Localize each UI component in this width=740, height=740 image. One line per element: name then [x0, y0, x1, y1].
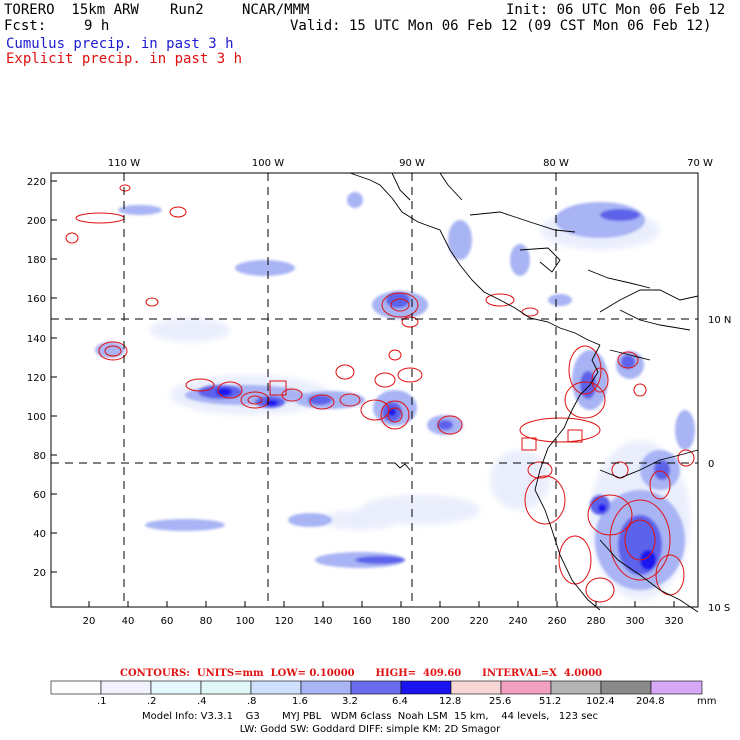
- x-tick-label: 100: [235, 616, 254, 627]
- y-tick-label: 220: [27, 177, 46, 188]
- x-tick-label: 140: [313, 616, 332, 627]
- x-tick-label: 300: [625, 616, 644, 627]
- lon-label-110w: 110 W: [108, 158, 140, 169]
- legend-label: 51.2: [539, 696, 562, 707]
- lat-label-10s: 10 S: [708, 603, 730, 614]
- legend-label: 6.4: [392, 696, 408, 707]
- x-tick-label: 320: [664, 616, 683, 627]
- y-tick-label: 80: [33, 451, 46, 462]
- explicit-precip-contours: [65, 184, 695, 603]
- x-tick-label: 200: [430, 616, 449, 627]
- legend-swatch: [200, 680, 252, 695]
- legend-swatch: [350, 680, 402, 695]
- forecast-hour: 9 h: [84, 18, 110, 34]
- model-info-line: Model Info: V3.3.1 G3 MYJ PBL WDM 6class…: [141, 711, 599, 722]
- legend-label: .8: [247, 696, 257, 707]
- x-tick-label: 20: [83, 616, 96, 627]
- legend-swatch: [150, 680, 202, 695]
- lon-label-70w: 70 W: [687, 158, 713, 169]
- lon-label-80w: 80 W: [543, 158, 569, 169]
- y-tick-label: 140: [27, 334, 46, 345]
- lat-label-10n: 10 N: [708, 315, 731, 326]
- forecast-label: Fcst:: [4, 18, 47, 34]
- legend-swatch: [450, 680, 502, 695]
- legend-swatch: [550, 680, 602, 695]
- init-time: Init: 06 UTC Mon 06 Feb 12: [506, 2, 726, 18]
- legend-label: 25.6: [489, 696, 512, 707]
- legend-swatch: [300, 680, 352, 695]
- legend-swatch: [50, 680, 102, 695]
- lon-label-100w: 100 W: [252, 158, 284, 169]
- legend-swatch: [250, 680, 302, 695]
- lat-label-0: 0: [708, 459, 714, 470]
- x-tick-label: 260: [547, 616, 566, 627]
- legend-label: .4: [197, 696, 207, 707]
- legend-colorbar: [50, 680, 703, 695]
- legend-label: 12.8: [439, 696, 462, 707]
- y-tick-label: 60: [33, 490, 46, 501]
- explicit-line: Explicit precip. in past 3 h: [6, 51, 243, 67]
- y-tick-label: 160: [27, 294, 46, 305]
- legend-swatch: [650, 680, 703, 695]
- org-label: NCAR/MMM: [242, 2, 310, 18]
- x-tick-label: 160: [352, 616, 371, 627]
- model-title: TORERO 15km ARW: [4, 2, 139, 18]
- axis-ticks: [51, 180, 675, 607]
- legend-label: .2: [147, 696, 157, 707]
- legend-swatch: [500, 680, 552, 695]
- map-frame: [50, 172, 699, 608]
- y-tick-label: 200: [27, 216, 46, 227]
- legend-label: 102.4: [586, 696, 615, 707]
- physics-info-line: LW: Godd SW: Goddard DIFF: simple KM: 2D…: [239, 724, 501, 735]
- x-tick-label: 60: [161, 616, 174, 627]
- y-tick-label: 120: [27, 373, 46, 384]
- run-label: Run2: [170, 2, 204, 18]
- lon-label-90w: 90 W: [399, 158, 425, 169]
- x-tick-label: 240: [508, 616, 527, 627]
- cumulus-line: Cumulus precip. in past 3 h: [6, 36, 234, 52]
- x-tick-label: 280: [586, 616, 605, 627]
- legend-swatch: [600, 680, 652, 695]
- x-tick-label: 40: [122, 616, 135, 627]
- lat-lon-grid: [51, 173, 698, 607]
- legend-unit: mm: [697, 696, 717, 707]
- y-tick-label: 40: [33, 529, 46, 540]
- x-tick-label: 220: [469, 616, 488, 627]
- x-tick-label: 180: [391, 616, 410, 627]
- valid-time: Valid: 15 UTC Mon 06 Feb 12 (09 CST Mon …: [290, 18, 712, 34]
- legend-label: 204.8: [636, 696, 665, 707]
- legend-swatch: [100, 680, 152, 695]
- x-tick-label: 80: [200, 616, 213, 627]
- legend-label: 3.2: [342, 696, 358, 707]
- cumulus-precip-shading: [95, 192, 695, 590]
- y-tick-label: 100: [27, 412, 46, 423]
- y-tick-label: 180: [27, 255, 46, 266]
- x-tick-label: 120: [274, 616, 293, 627]
- legend-label: .1: [97, 696, 107, 707]
- coastlines: [349, 172, 699, 613]
- y-tick-label: 20: [33, 568, 46, 579]
- legend-swatch: [400, 680, 452, 695]
- legend-label: 1.6: [292, 696, 308, 707]
